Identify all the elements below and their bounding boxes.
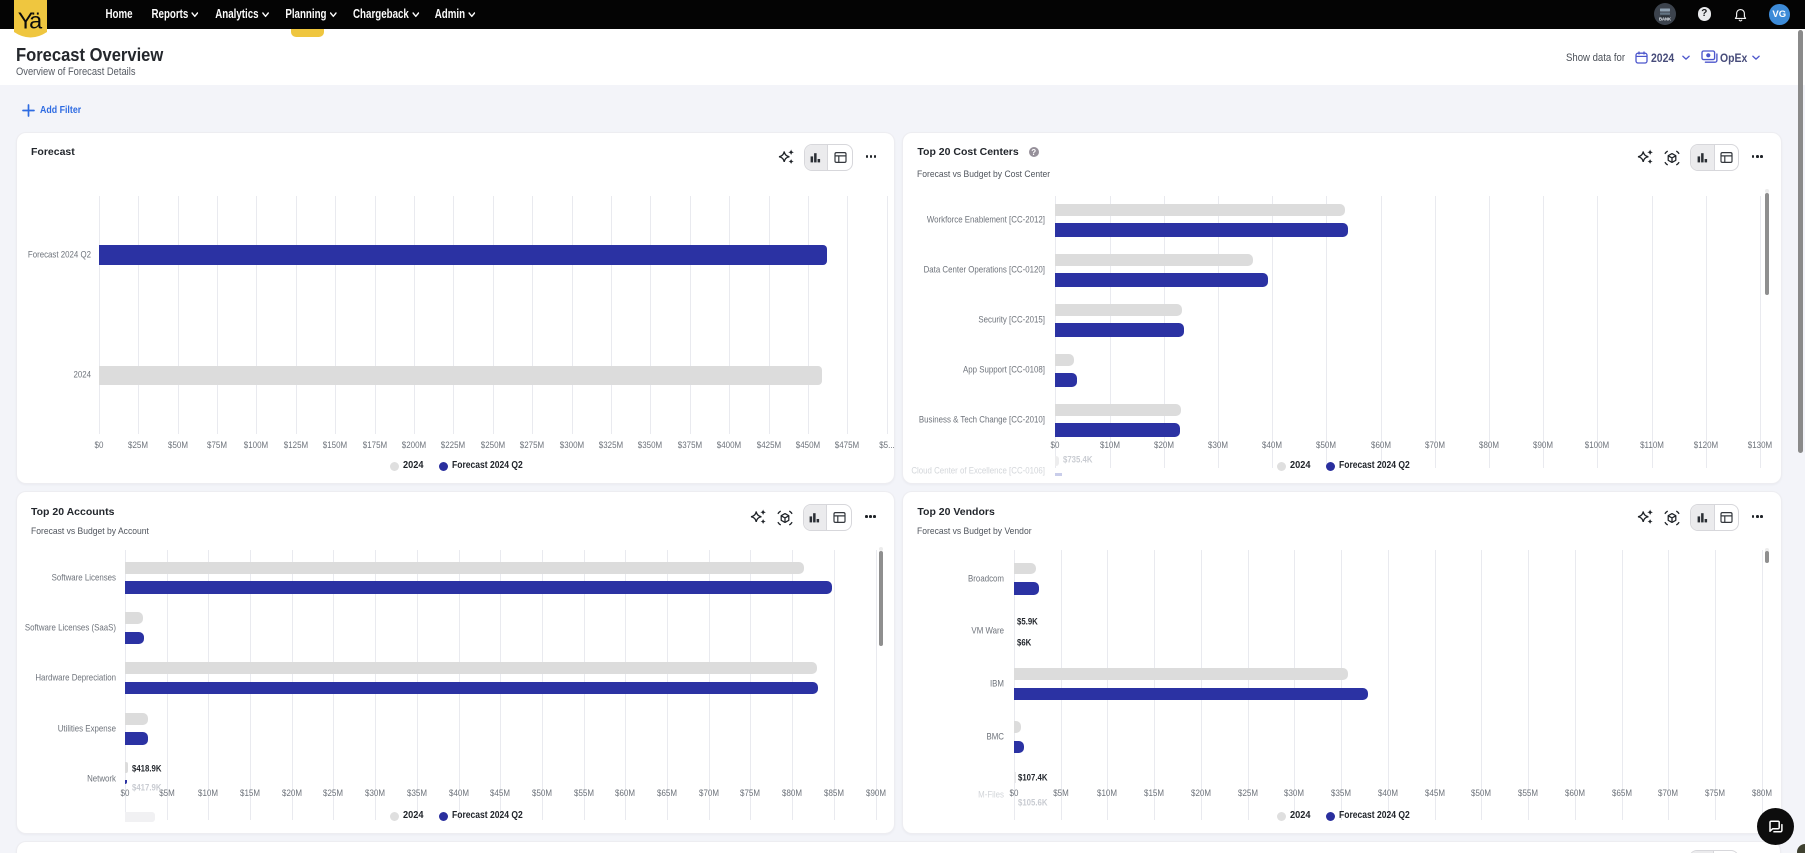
svg-text:BANK: BANK [1659, 17, 1671, 22]
svg-text:Yä: Yä [17, 8, 42, 34]
